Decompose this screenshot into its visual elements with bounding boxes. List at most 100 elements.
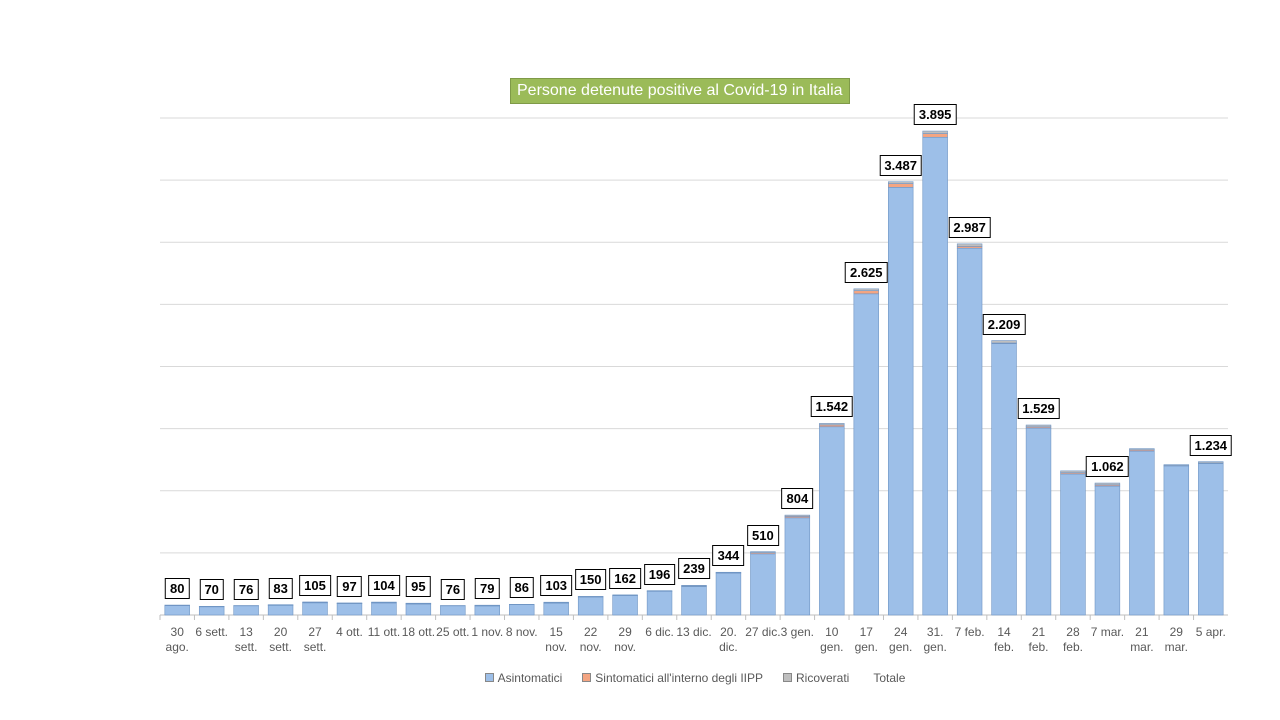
legend: Asintomatici Sintomatici all'interno degl… xyxy=(0,671,1280,685)
bar-segment xyxy=(1198,461,1224,464)
data-label: 344 xyxy=(712,545,745,567)
bar-segment xyxy=(888,183,914,188)
data-label: 2.625 xyxy=(844,261,888,283)
bar-segment xyxy=(509,604,535,616)
data-label: 3.895 xyxy=(913,104,957,126)
bar-segment xyxy=(681,586,707,616)
x-tick-label: 13 dic. xyxy=(676,625,712,639)
x-tick-label: 27 sett. xyxy=(303,625,327,654)
data-label: 103 xyxy=(540,575,573,597)
x-tick-label: 11 ott. xyxy=(367,625,401,639)
legend-label: Sintomatici all'interno degli IIPP xyxy=(595,671,763,685)
legend-label: Totale xyxy=(873,671,906,685)
bar-segment xyxy=(922,133,948,138)
legend-swatch xyxy=(484,673,494,682)
bar-segment xyxy=(1094,482,1121,486)
x-tick-label: 5 apr. xyxy=(1195,625,1226,639)
bar-segment xyxy=(853,290,879,295)
data-label: 104 xyxy=(368,575,400,597)
bar-segment xyxy=(1060,473,1086,616)
legend-swatch xyxy=(783,673,792,682)
bar-segment xyxy=(267,605,294,616)
bar-segment xyxy=(198,606,225,616)
x-tick-label: 20. dic. xyxy=(719,625,738,654)
x-tick-label: 14 feb. xyxy=(994,625,1015,654)
bar-segment xyxy=(819,423,845,426)
bar-segment xyxy=(1025,424,1052,428)
bar-segment xyxy=(1129,450,1155,616)
x-tick-label: 6 sett. xyxy=(195,625,229,639)
bar-segment xyxy=(1025,427,1052,616)
x-tick-label: 13 sett. xyxy=(234,625,258,654)
data-label: 86 xyxy=(509,577,534,599)
bar-segment xyxy=(784,514,811,517)
data-label: 1.529 xyxy=(1017,398,1060,420)
data-label: 80 xyxy=(164,578,190,600)
bar-segment xyxy=(956,243,983,247)
bar-segment xyxy=(405,603,432,616)
bar-segment xyxy=(681,585,707,587)
legend-swatch xyxy=(582,673,592,682)
data-label: 1.542 xyxy=(810,396,854,418)
bar-segment xyxy=(1163,464,1190,466)
bar-segment xyxy=(1129,448,1155,451)
data-label: 105 xyxy=(299,574,331,596)
x-tick-label: 24 gen. xyxy=(889,625,913,654)
data-label: 3.487 xyxy=(879,154,922,176)
x-tick-label: 10 gen. xyxy=(820,625,844,654)
data-label: 1.062 xyxy=(1086,456,1129,478)
bar-segment xyxy=(956,247,983,616)
bar-segment xyxy=(888,187,914,616)
x-tick-label: 21 mar. xyxy=(1130,625,1154,654)
bar-segment xyxy=(302,602,328,616)
bar-segment xyxy=(991,343,1017,616)
bar-segment xyxy=(853,293,879,616)
x-tick-label: 21 feb. xyxy=(1028,625,1049,654)
bar-segment xyxy=(853,288,879,292)
data-label: 150 xyxy=(574,569,607,591)
x-tick-label: 20 sett. xyxy=(269,625,292,654)
data-label: 95 xyxy=(406,576,431,598)
x-tick-label: 6 dic. xyxy=(645,625,674,639)
x-tick-label: 8 nov. xyxy=(505,625,538,639)
data-label: 196 xyxy=(643,563,676,585)
x-tick-label: 17 gen. xyxy=(854,625,878,654)
data-label: 76 xyxy=(233,578,259,600)
x-tick-label: 4 ott. xyxy=(336,625,363,639)
data-label: 76 xyxy=(440,578,466,600)
bar-segment xyxy=(543,601,569,604)
x-tick-label: 7 mar. xyxy=(1090,625,1125,639)
bar-segment xyxy=(1163,465,1190,616)
data-label: 804 xyxy=(781,488,814,510)
bar-segment xyxy=(1060,470,1086,474)
chart-title: Persone detenute positive al Covid-19 in… xyxy=(510,78,850,104)
x-tick-label: 29 mar. xyxy=(1164,625,1188,654)
x-tick-label: 15 nov. xyxy=(545,625,568,654)
data-label: 1.234 xyxy=(1189,434,1233,456)
bar-segment xyxy=(922,136,948,616)
bar-segment xyxy=(336,603,363,616)
bar-segment xyxy=(577,596,604,616)
bar-segment xyxy=(371,602,397,616)
x-tick-label: 28 feb. xyxy=(1062,625,1083,654)
data-label: 83 xyxy=(268,577,293,599)
data-label: 70 xyxy=(199,579,224,601)
bar-segment xyxy=(164,605,190,616)
bar-segment xyxy=(991,340,1017,344)
bar-segment xyxy=(784,517,811,616)
bar-segment xyxy=(440,605,466,616)
bar-segment xyxy=(474,605,500,616)
bar-segment xyxy=(1094,485,1121,616)
x-tick-label: 7 feb. xyxy=(954,625,985,639)
x-tick-label: 22 nov. xyxy=(579,625,602,654)
legend-item: Ricoverati xyxy=(783,671,849,685)
data-label: 510 xyxy=(747,524,779,546)
bar-segment xyxy=(612,595,638,616)
x-tick-label: 27 dic. xyxy=(745,625,781,639)
bar-segment xyxy=(750,553,776,616)
x-tick-label: 31. gen. xyxy=(923,625,947,654)
x-tick-label: 3 gen. xyxy=(780,625,815,639)
bar-segment xyxy=(819,426,845,616)
